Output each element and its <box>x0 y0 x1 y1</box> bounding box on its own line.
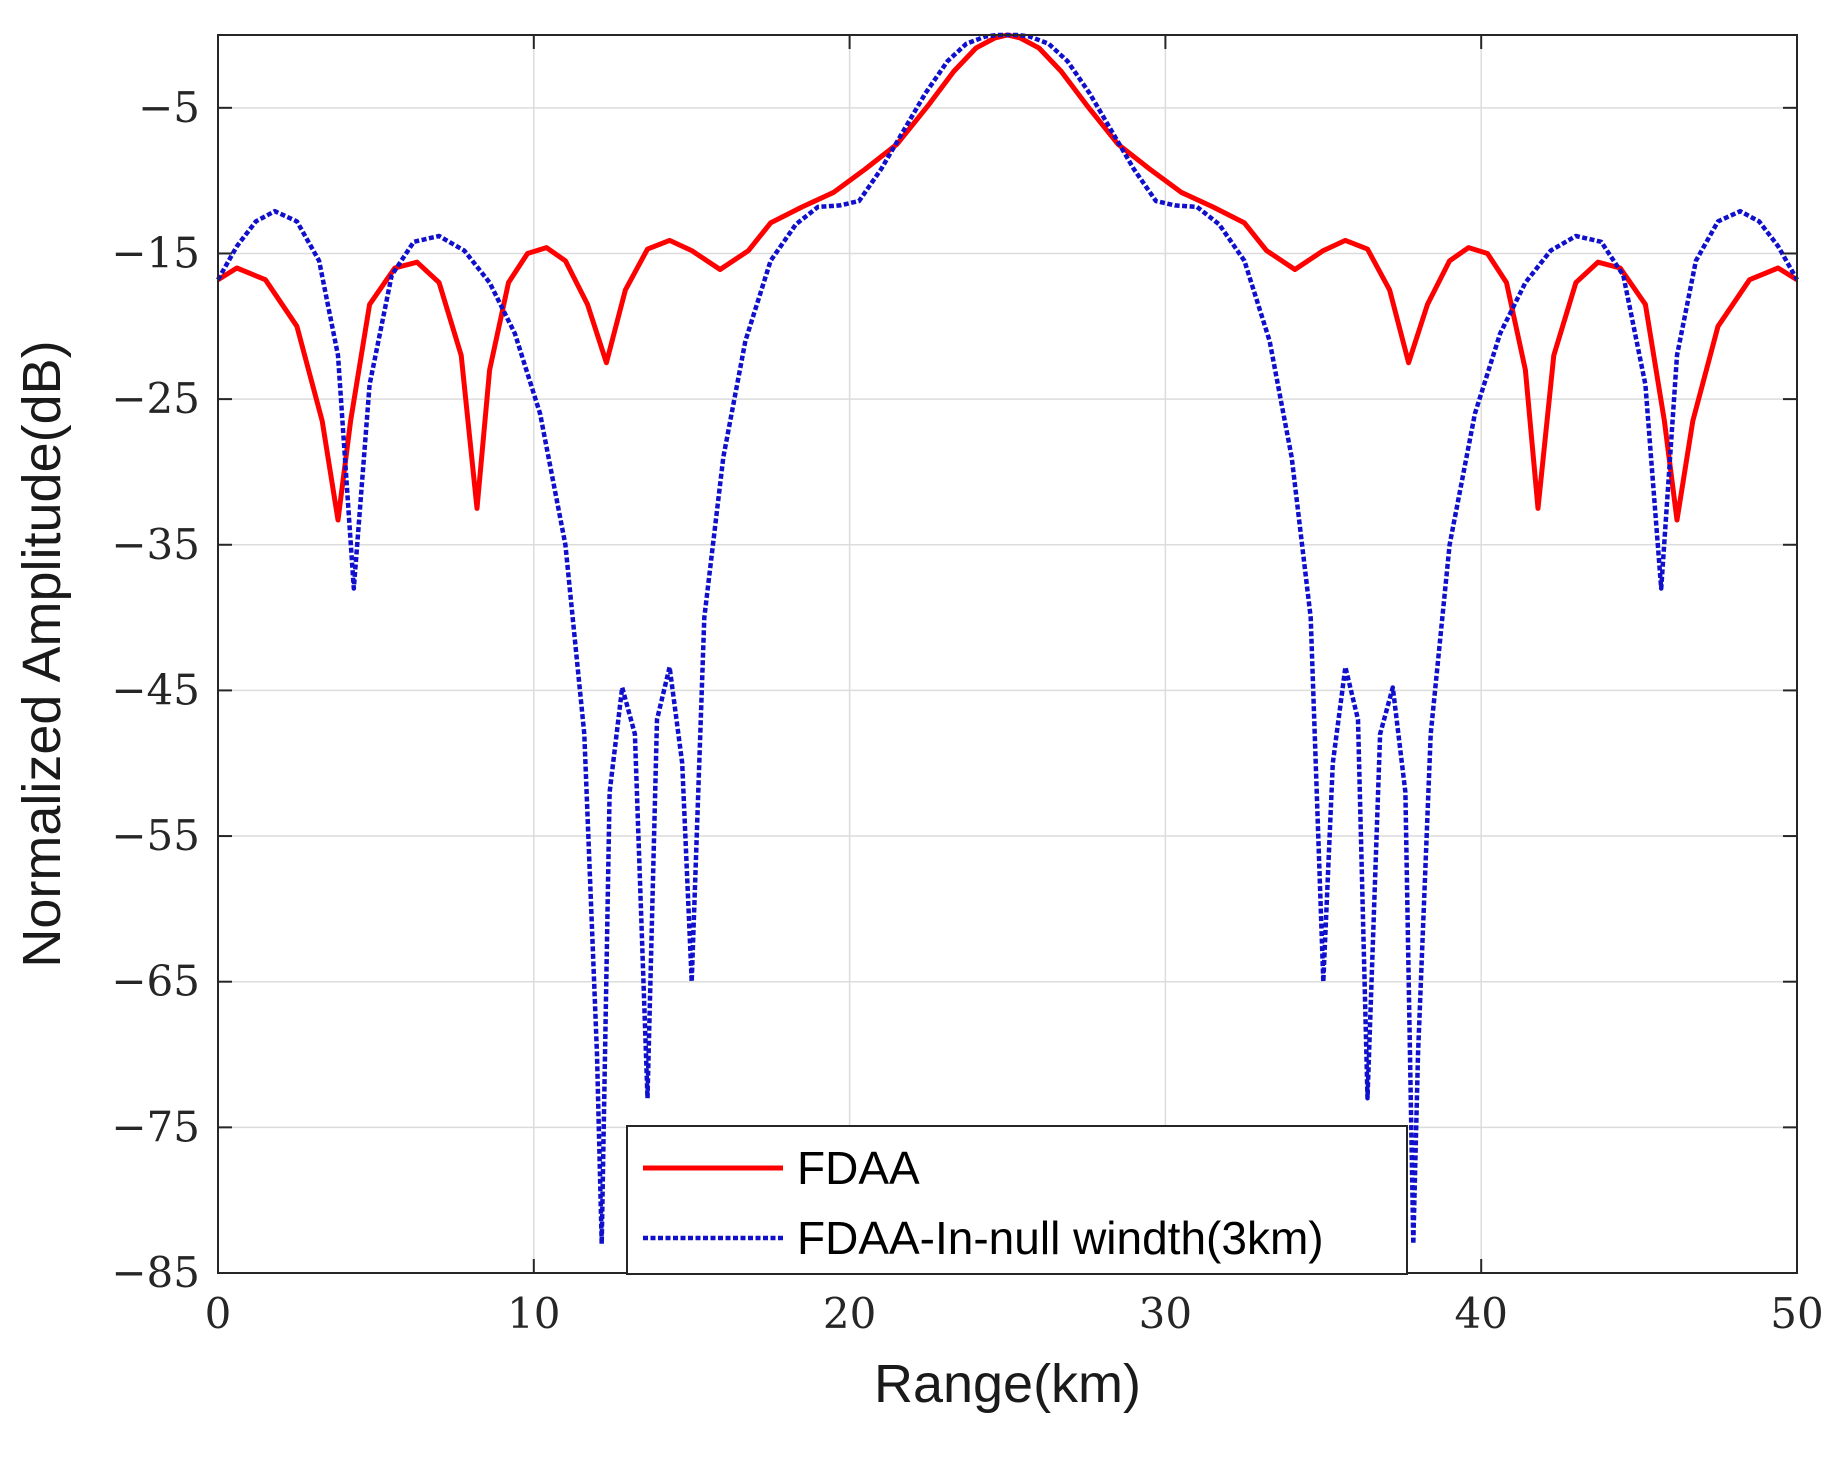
x-tick-label: 20 <box>823 1289 876 1338</box>
y-tick-label: −45 <box>111 665 200 714</box>
legend-label-fdaa: FDAA <box>797 1142 920 1194</box>
x-axis-label: Range(km) <box>874 1354 1141 1414</box>
x-tick-label: 0 <box>205 1289 232 1338</box>
y-tick-label: −65 <box>111 957 200 1006</box>
y-tick-label: −55 <box>111 811 200 860</box>
legend-label-fdaa-null: FDAA-In-null windth(3km) <box>797 1212 1324 1264</box>
y-tick-label: −85 <box>111 1248 200 1297</box>
ticks: 0 10 20 30 40 50 −5 −15 −25 −35 −45 −55 −65 −75 −85 <box>111 35 1824 1338</box>
y-axis-label: Normalized Amplitude(dB) <box>12 340 72 967</box>
y-tick-label: −15 <box>111 228 200 277</box>
x-tick-label: 30 <box>1139 1289 1192 1338</box>
y-tick-label: −25 <box>111 374 200 423</box>
plot-area <box>218 35 1797 1273</box>
legend: FDAA FDAA-In-null windth(3km) <box>626 1125 1408 1275</box>
y-tick-label: −75 <box>111 1102 200 1151</box>
x-tick-label: 40 <box>1454 1289 1507 1338</box>
x-tick-label: 50 <box>1770 1289 1823 1338</box>
legend-box <box>626 1125 1408 1275</box>
x-tick-label: 10 <box>507 1289 560 1338</box>
y-tick-label: −5 <box>138 83 200 132</box>
y-tick-label: −35 <box>111 520 200 569</box>
